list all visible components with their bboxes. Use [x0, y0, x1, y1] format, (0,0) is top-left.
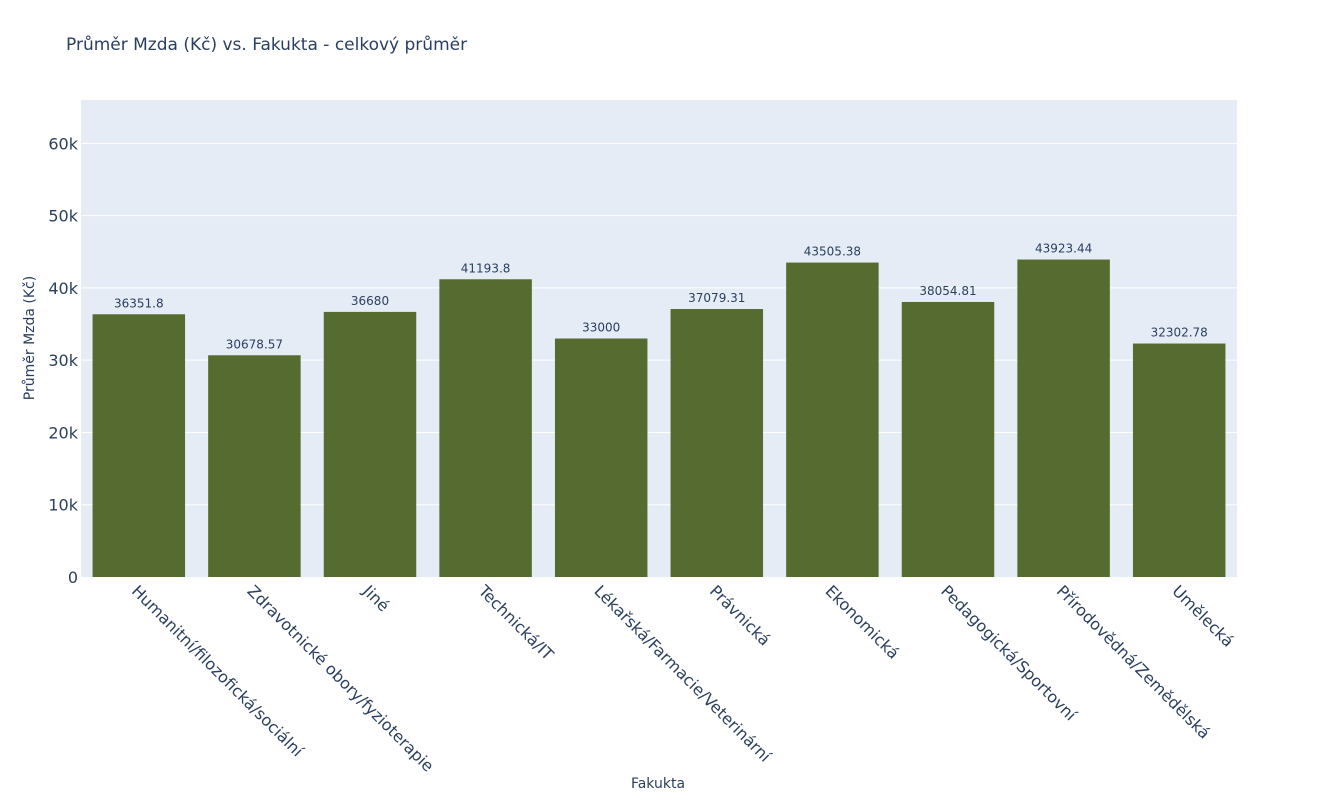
bar[interactable] [92, 314, 186, 577]
bar-value-label: 33000 [582, 321, 620, 335]
bar-value-label: 41193.8 [461, 261, 511, 275]
y-tick-label: 20k [48, 423, 78, 442]
x-tick-label: Umělecká [1168, 581, 1237, 650]
bar[interactable] [670, 309, 764, 577]
y-tick-label: 0 [68, 568, 78, 587]
bar-value-label: 37079.31 [688, 291, 745, 305]
bar[interactable] [439, 279, 532, 577]
bar-value-label: 38054.81 [919, 284, 976, 298]
y-tick-label: 60k [48, 134, 78, 153]
x-tick-label: Jiné [358, 581, 393, 616]
bar-value-label: 32302.78 [1151, 326, 1208, 340]
bar-value-label: 43505.38 [804, 245, 861, 259]
x-tick-label: Právnická [706, 581, 774, 649]
bar-value-label: 36351.8 [114, 296, 164, 310]
x-tick-label: Ekonomická [822, 581, 903, 662]
y-tick-label: 40k [48, 279, 78, 298]
bar[interactable] [901, 301, 995, 577]
y-tick-label: 50k [48, 207, 78, 226]
x-tick-label: Zdravotnické obory/fyzioterapie [244, 581, 438, 775]
x-tick-label: Technická/IT [474, 581, 558, 665]
x-axis-title: Fakukta [631, 776, 685, 792]
y-axis-ticks: 0 10k 20k 30k 40k 50k 60k [48, 134, 78, 587]
bar-value-label: 30678.57 [226, 337, 283, 351]
y-tick-label: 10k [48, 496, 78, 515]
x-axis-ticks: Humanitní/filozofická/sociálníZdravotnic… [128, 581, 1238, 776]
bar[interactable] [554, 338, 648, 578]
chart-title: Průměr Mzda (Kč) vs. Fakukta - celkový p… [66, 35, 467, 55]
y-tick-label: 30k [48, 351, 78, 370]
bar[interactable] [1132, 343, 1226, 577]
x-tick-label: Pedagogická/Sportovní [937, 581, 1080, 724]
bar-value-label: 43923.44 [1035, 242, 1092, 256]
bar[interactable] [786, 262, 879, 577]
y-axis-title: Průměr Mzda (Kč) [22, 276, 38, 400]
bar-value-label: 36680 [351, 294, 389, 308]
bars [92, 259, 1226, 578]
bar[interactable] [323, 311, 417, 577]
bar-value-labels: 36351.8 30678.57 36680 41193.8 33000 37079.31… [114, 242, 1208, 352]
bar[interactable] [208, 355, 301, 577]
bar[interactable] [1017, 259, 1110, 577]
